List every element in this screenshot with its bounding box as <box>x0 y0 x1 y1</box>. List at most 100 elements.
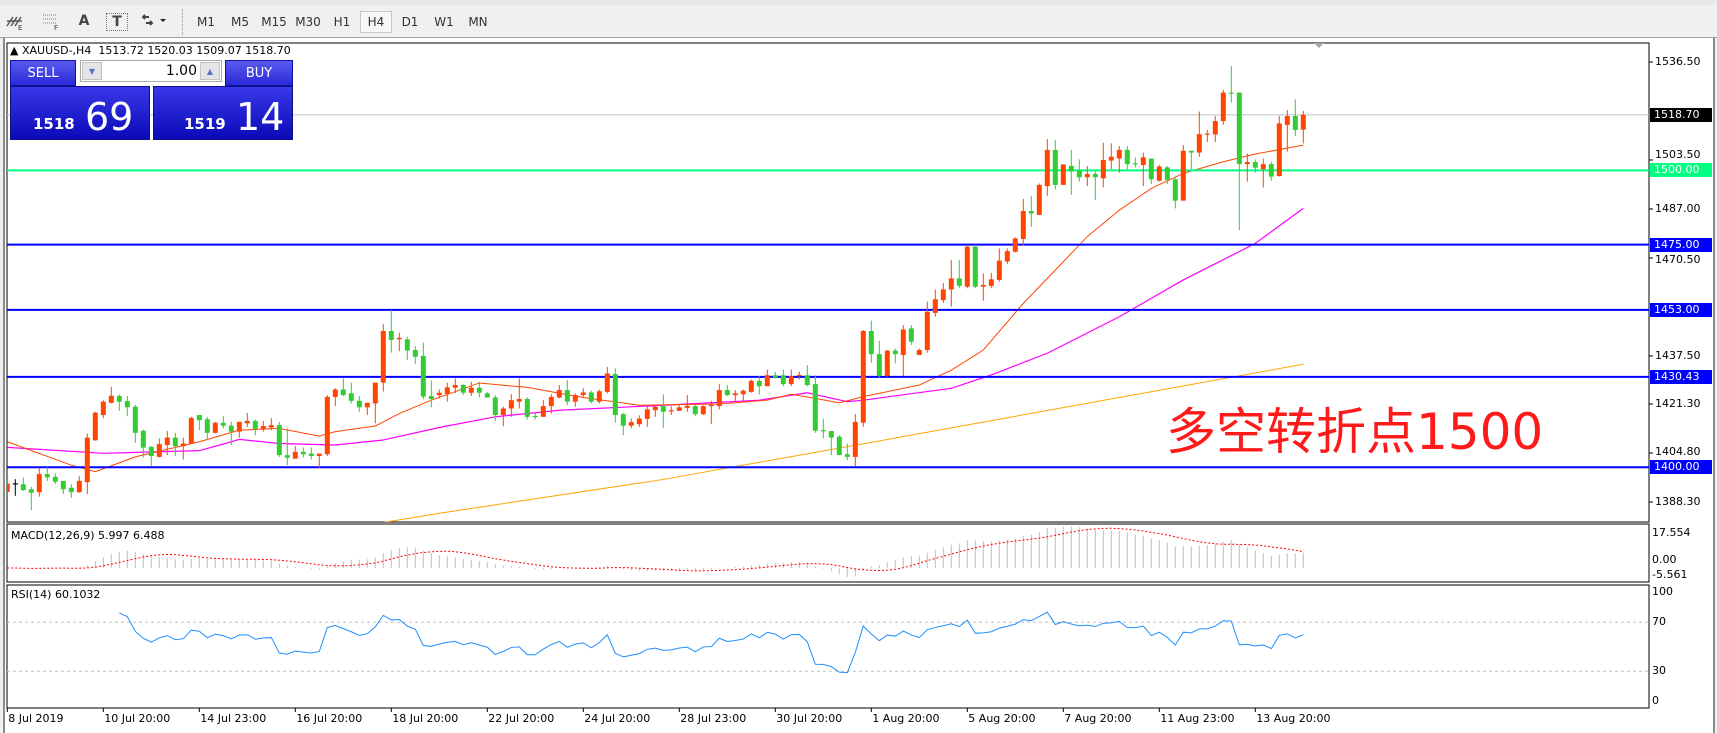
rsi-pane <box>6 584 1650 709</box>
candle-body <box>660 406 666 412</box>
candle-body <box>1148 158 1154 180</box>
timeframe-m30-button[interactable]: M30 <box>295 15 321 29</box>
candle-body <box>1292 116 1298 130</box>
candle-body <box>924 311 930 350</box>
buy-button[interactable]: BUY <box>225 60 293 86</box>
candle-body <box>908 328 914 342</box>
candle-body <box>1116 149 1122 159</box>
candle-body <box>396 337 402 340</box>
candle-body <box>132 406 138 433</box>
candle-body <box>292 451 298 459</box>
candle-body <box>884 350 890 377</box>
candle-body <box>388 330 394 340</box>
text-box-icon[interactable]: T <box>106 13 128 31</box>
candle-body <box>548 396 554 407</box>
candle-body <box>580 392 586 396</box>
macd-signal-line <box>7 527 1304 572</box>
candle-body <box>1196 134 1202 153</box>
rsi-label: RSI(14) 60.1032 <box>11 588 101 601</box>
date-axis-label: 18 Jul 20:00 <box>392 712 459 725</box>
price-axis-label: 1437.50 <box>1655 348 1701 362</box>
hline-price-label: 1500.00 <box>1650 163 1712 178</box>
rsi-axis-label: 100 <box>1652 585 1673 598</box>
chart-annotation-text[interactable]: 多空转折点1500 <box>1166 403 1544 461</box>
lot-decrease-icon[interactable]: ▼ <box>82 62 102 80</box>
candle-body <box>460 385 466 393</box>
buy-price-major: 1519 <box>184 115 226 133</box>
candle-body <box>1028 211 1034 214</box>
candle-body <box>508 400 514 409</box>
timeframe-h4-button[interactable]: H4 <box>360 11 392 33</box>
macd-pane <box>6 523 1650 583</box>
candle-body <box>148 446 154 456</box>
lot-increase-icon[interactable]: ▲ <box>200 62 220 80</box>
candle-body <box>980 284 986 287</box>
timeframe-h1-button[interactable]: H1 <box>333 15 351 29</box>
sell-price-major: 1518 <box>33 115 75 133</box>
candle-body <box>748 380 754 392</box>
candle-body <box>700 406 706 415</box>
candle-body <box>380 330 386 383</box>
candle-body <box>1164 167 1170 180</box>
candle-body <box>124 401 130 408</box>
candle-body <box>804 375 810 386</box>
rsi-axis-label: 0 <box>1652 694 1659 707</box>
sell-price-pips: 69 <box>85 95 134 139</box>
candle-body <box>60 480 66 490</box>
timeframe-w1-button[interactable]: W1 <box>434 15 454 29</box>
current-price-label: 1518.70 <box>1650 107 1712 122</box>
candle-body <box>652 406 658 411</box>
buy-price-button[interactable]: 1519 14 <box>153 86 293 140</box>
candle-body <box>412 349 418 357</box>
candle-body <box>164 437 170 446</box>
candle-body <box>788 376 794 385</box>
candle-body <box>444 387 450 394</box>
candle-body <box>428 396 434 399</box>
candle-body <box>332 389 338 397</box>
candle-body <box>892 350 898 355</box>
candle-body <box>356 400 362 408</box>
candle-body <box>36 474 42 493</box>
candle-body <box>772 375 778 378</box>
arrows-dropdown-icon[interactable] <box>140 11 170 31</box>
candle-body <box>404 339 410 351</box>
chart-shift-marker-icon[interactable] <box>1314 43 1324 48</box>
candle-body <box>740 390 746 395</box>
timeframe-m1-button[interactable]: M1 <box>197 15 215 29</box>
sell-price-button[interactable]: 1518 69 <box>10 86 150 140</box>
candle-body <box>972 246 978 287</box>
candle-body <box>484 393 490 398</box>
lot-size-input[interactable]: 1.00 <box>165 63 197 79</box>
timeframe-m15-button[interactable]: M15 <box>261 15 287 29</box>
candle-body <box>724 390 730 396</box>
candle-body <box>476 387 482 393</box>
lot-size-stepper[interactable]: ▼ 1.00 ▲ <box>80 60 222 82</box>
candle-body <box>1180 150 1186 201</box>
fibonacci-icon[interactable]: F <box>40 11 62 31</box>
price-axis-label: 1421.30 <box>1655 397 1701 411</box>
candle-body <box>436 392 442 396</box>
candle-body <box>1220 92 1226 122</box>
text-label-icon[interactable]: A <box>78 13 90 29</box>
candle-body <box>236 421 242 432</box>
candle-body <box>492 397 498 416</box>
timeframe-d1-button[interactable]: D1 <box>401 15 419 29</box>
candle-body <box>268 425 274 428</box>
candle-body <box>764 375 770 387</box>
candle-body <box>572 395 578 402</box>
candle-body <box>828 431 834 438</box>
date-axis-label: 10 Jul 20:00 <box>104 712 171 725</box>
date-axis-label: 1 Aug 20:00 <box>872 712 940 725</box>
elliott-wave-icon[interactable]: E <box>4 11 26 31</box>
candle-body <box>916 349 922 356</box>
candle-body <box>1108 156 1114 161</box>
candle-body <box>84 437 90 483</box>
moving-average-red <box>7 144 1304 473</box>
timeframe-mn-button[interactable]: MN <box>468 15 488 29</box>
timeframe-m5-button[interactable]: M5 <box>231 15 249 29</box>
date-axis-label: 16 Jul 20:00 <box>296 712 363 725</box>
candle-body <box>116 396 122 402</box>
sell-button[interactable]: SELL <box>10 60 76 86</box>
candle-body <box>1044 149 1050 187</box>
price-axis-label: 1470.50 <box>1655 252 1701 266</box>
